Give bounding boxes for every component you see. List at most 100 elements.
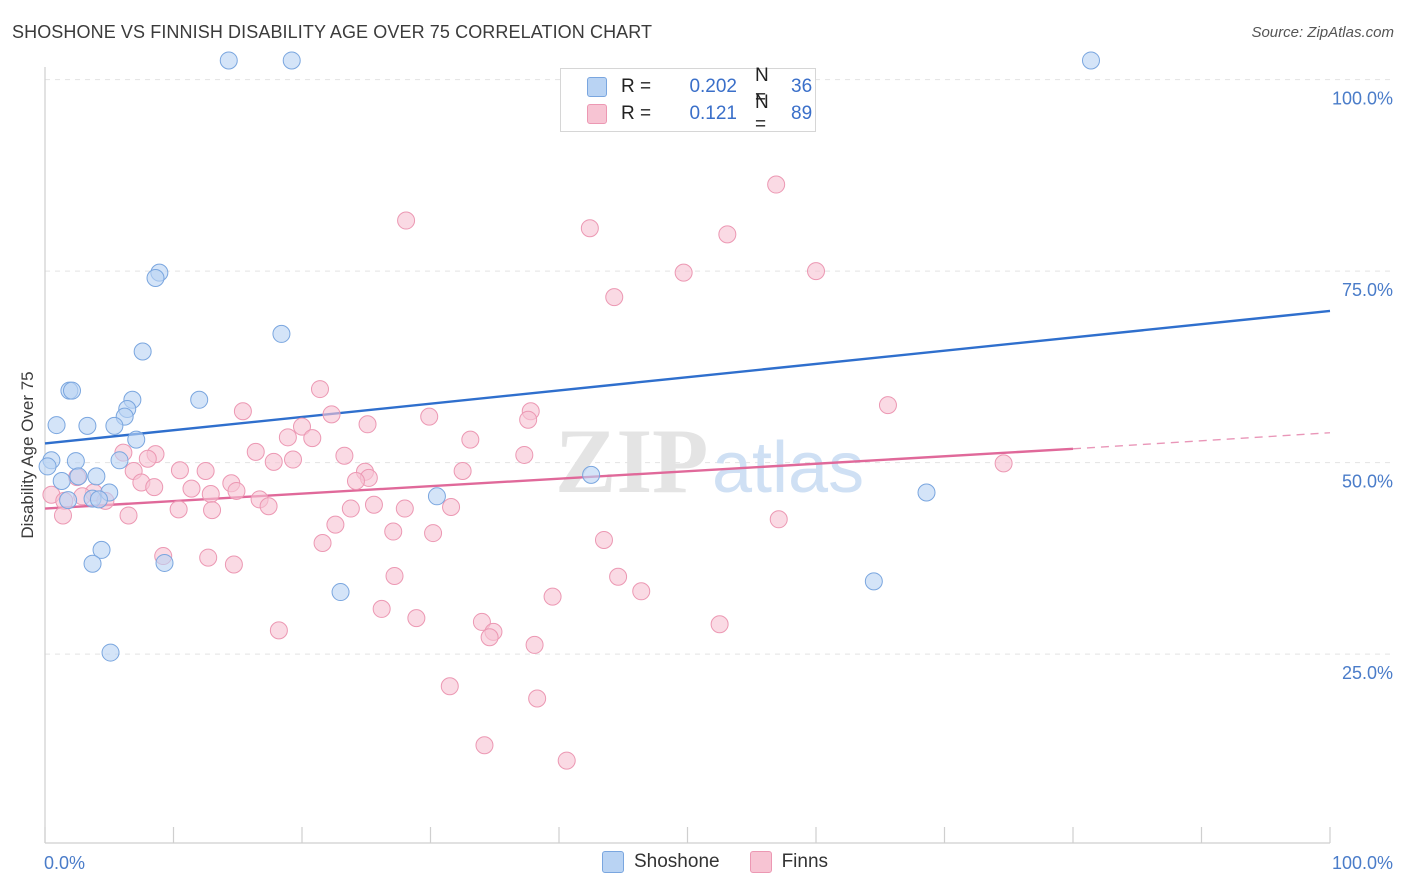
r-label: R =: [621, 103, 652, 124]
finns-point: [201, 485, 220, 504]
shoshone-point: [427, 487, 446, 506]
finns-point: [525, 635, 544, 654]
legend-row-finns: R = 0.121 N = 89: [587, 92, 813, 135]
finns-legend-label: Finns: [781, 851, 829, 872]
trend-line-shoshone: [44, 309, 1331, 445]
finns-point: [557, 751, 576, 770]
finns-point: [519, 410, 538, 429]
finns-point: [326, 515, 345, 534]
finns-legend-swatch: [749, 851, 772, 873]
finns-point: [424, 524, 443, 543]
finns-point: [138, 449, 157, 468]
finns-point: [710, 615, 729, 634]
shoshone-point: [219, 51, 238, 70]
legend-item-finns: Finns: [749, 851, 829, 873]
finns-point: [259, 497, 278, 516]
finns-point: [385, 566, 404, 585]
finns-point: [346, 471, 365, 490]
finns-point: [170, 461, 189, 480]
finns-swatch: [587, 104, 607, 124]
shoshone-point: [66, 452, 85, 471]
chart-title: SHOSHONE VS FINNISH DISABILITY AGE OVER …: [12, 22, 653, 42]
finns-point: [580, 219, 599, 238]
shoshone-point: [127, 430, 146, 449]
shoshone-point: [864, 572, 883, 591]
shoshone-point: [78, 416, 97, 435]
finns-point: [420, 407, 439, 426]
finns-point: [442, 498, 461, 517]
x-tick-label-min: 0.0%: [44, 853, 85, 873]
shoshone-point: [282, 51, 301, 70]
x-tick-label-max: 100.0%: [1332, 853, 1393, 873]
finns-point: [543, 587, 562, 606]
shoshone-swatch: [587, 77, 607, 97]
finns-point: [278, 428, 297, 447]
y-tick-label: 25.0%: [1342, 663, 1393, 683]
shoshone-point: [101, 643, 120, 662]
shoshone-point: [582, 465, 601, 484]
watermark: ZIP atlas: [555, 410, 864, 512]
shoshone-point: [89, 490, 108, 509]
shoshone-point: [92, 540, 111, 559]
finns-point: [313, 534, 332, 553]
finns-point: [199, 548, 218, 567]
r-value: 0.202: [689, 76, 737, 97]
shoshone-point: [38, 457, 57, 476]
finns-point: [674, 263, 693, 282]
shoshone-point: [62, 381, 81, 400]
finns-point: [878, 396, 897, 415]
legend-item-shoshone: Shoshone: [602, 851, 720, 873]
grid-lines: [45, 79, 1392, 655]
finns-point: [453, 462, 472, 481]
source-label: Source: ZipAtlas.com: [1251, 24, 1394, 41]
shoshone-point: [146, 268, 165, 287]
finns-point: [472, 612, 491, 631]
finns-point: [358, 415, 377, 434]
finns-point: [528, 689, 547, 708]
finns-point: [196, 462, 215, 481]
finns-point: [397, 211, 416, 230]
finns-point: [767, 175, 786, 194]
finns-point: [322, 405, 341, 424]
finns-point: [145, 478, 164, 497]
legend-row-shoshone: R = 0.202 N = 36: [587, 65, 813, 108]
finns-point: [395, 499, 414, 518]
finns-point: [515, 445, 534, 464]
shoshone-point: [133, 342, 152, 361]
shoshone-point: [105, 416, 124, 435]
finns-point: [632, 582, 651, 601]
n-value: 36: [791, 76, 813, 97]
tick-labels: 25.0% 50.0% 75.0% 100.0% 0.0% 100.0%: [44, 89, 1393, 873]
data-points: [38, 51, 1100, 770]
r-value: 0.121: [689, 103, 737, 124]
shoshone-legend-label: Shoshone: [634, 851, 720, 872]
finns-point: [384, 522, 403, 541]
finns-point: [246, 442, 265, 461]
shoshone-point: [69, 467, 88, 486]
r-label: R =: [621, 76, 652, 97]
finns-point: [994, 454, 1013, 473]
finns-point: [293, 417, 311, 436]
y-tick-label: 50.0%: [1342, 472, 1393, 492]
y-tick-label: 100.0%: [1332, 89, 1393, 109]
finns-point: [53, 506, 72, 525]
shoshone-point: [59, 491, 78, 510]
finns-point: [341, 499, 360, 518]
finns-point: [284, 450, 303, 469]
shoshone-point: [47, 416, 66, 435]
finns-point: [227, 481, 246, 500]
shoshone-point: [83, 554, 102, 573]
finns-point: [718, 225, 737, 244]
watermark-zip: ZIP: [555, 410, 708, 512]
trend-line-finns-extension: [1072, 432, 1331, 450]
shoshone-point: [52, 471, 71, 490]
finns-point: [303, 429, 322, 448]
finns-point: [269, 621, 288, 640]
finns-point: [169, 500, 188, 519]
finns-point: [233, 402, 252, 421]
n-value: 89: [791, 103, 813, 124]
finns-point: [475, 736, 494, 755]
finns-point: [594, 530, 613, 549]
shoshone-point: [110, 451, 129, 470]
